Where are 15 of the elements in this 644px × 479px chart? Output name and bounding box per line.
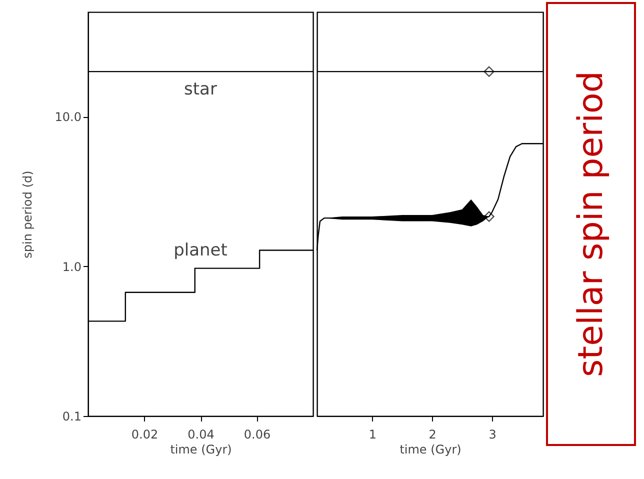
x-axis-title: time (Gyr) — [400, 442, 462, 456]
x-axis-title: time (Gyr) — [170, 442, 232, 456]
x-tick-label: 0.04 — [188, 428, 214, 442]
y-tick-label: 10.0 — [54, 110, 82, 124]
y-axis-title: spin period (d) — [20, 170, 34, 258]
series-label: planet — [174, 240, 228, 260]
x-tick-label: 3 — [488, 428, 496, 442]
y-tick-label: 1.0 — [62, 260, 82, 274]
x-tick-label: 1 — [368, 428, 376, 442]
note-box: stellar spin period — [546, 2, 636, 446]
x-tick-label: 0.02 — [131, 428, 158, 442]
x-tick-label: 0.06 — [244, 428, 271, 442]
series-label: star — [184, 80, 217, 100]
x-tick-label: 2 — [428, 428, 436, 442]
y-tick-label: 0.1 — [62, 410, 82, 424]
